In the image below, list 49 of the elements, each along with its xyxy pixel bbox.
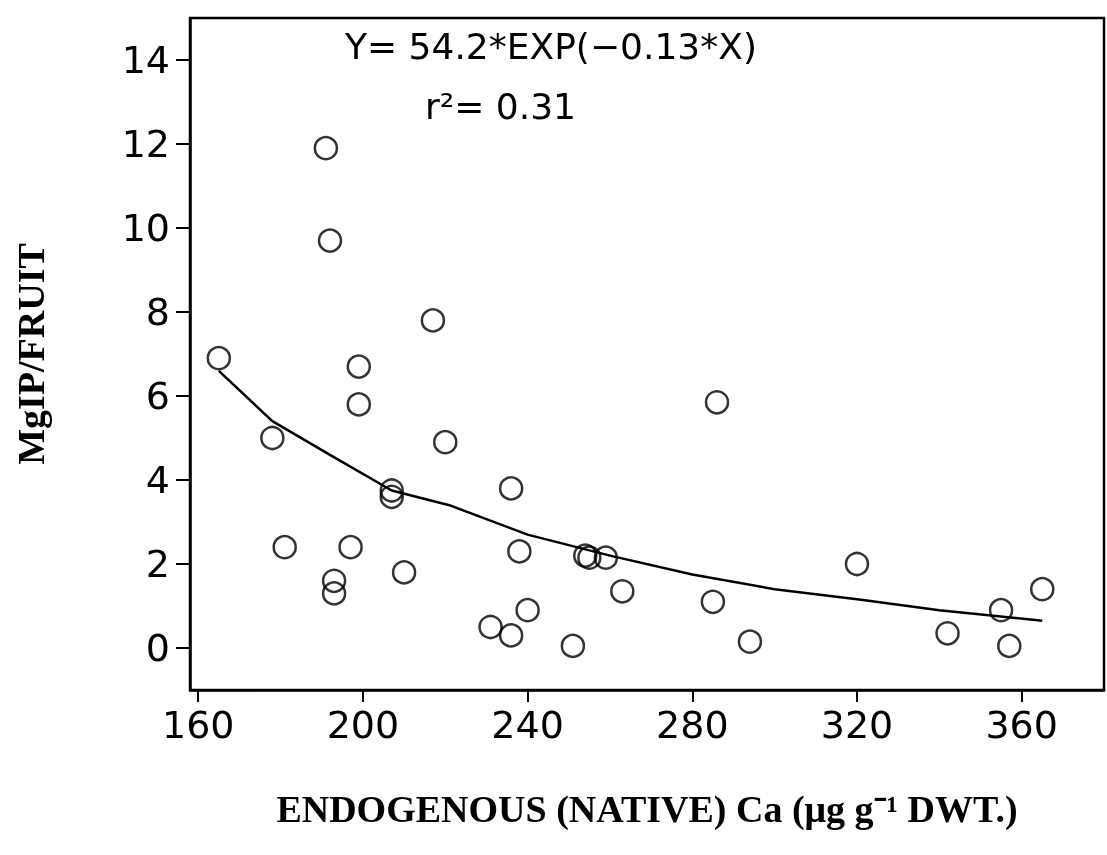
y-tick-label: 2 <box>145 542 170 586</box>
y-axis-title: MgIP/FRUIT <box>10 243 52 465</box>
point <box>346 354 372 379</box>
point <box>478 614 503 640</box>
point <box>346 392 372 417</box>
point <box>272 534 297 560</box>
point <box>700 589 726 615</box>
y-tick-label: 10 <box>121 206 170 250</box>
point <box>321 581 347 606</box>
point <box>379 478 404 503</box>
point <box>313 135 339 161</box>
annotation: r²= 0.31 <box>425 85 576 127</box>
x-tick-label: 200 <box>326 703 400 747</box>
point <box>391 560 417 585</box>
point <box>317 228 343 253</box>
point <box>1030 576 1055 602</box>
point <box>988 597 1014 623</box>
y-tick-label: 4 <box>145 458 170 502</box>
point <box>515 597 540 623</box>
point <box>560 633 586 659</box>
y-tick-label: 8 <box>145 290 170 334</box>
x-axis-title: ENDOGENOUS (NATIVE) Ca (μg g⁻¹ DWT.) <box>276 788 1018 831</box>
point <box>507 539 532 564</box>
x-tick-label: 160 <box>161 703 235 747</box>
point <box>433 429 458 455</box>
y-tick-label: 12 <box>121 122 170 166</box>
point <box>420 308 446 333</box>
point <box>206 345 232 371</box>
point <box>997 633 1022 659</box>
x-tick-label: 280 <box>656 703 729 747</box>
point <box>498 476 524 501</box>
point <box>704 390 730 415</box>
point <box>321 568 347 594</box>
point <box>260 425 285 451</box>
point <box>338 534 363 560</box>
x-tick-label: 320 <box>820 703 894 747</box>
y-tick-label: 0 <box>145 626 170 670</box>
point <box>935 621 960 646</box>
point <box>737 629 763 654</box>
y-tick-label: 6 <box>145 374 170 418</box>
point <box>593 545 619 570</box>
annotation: Y= 54.2*EXP(−0.13*X) <box>344 25 757 67</box>
y-tick-label: 14 <box>121 38 170 82</box>
point <box>610 579 635 604</box>
point <box>844 551 870 577</box>
x-tick-label: 360 <box>985 703 1058 747</box>
x-tick-label: 240 <box>491 703 564 747</box>
point <box>379 484 404 510</box>
point <box>498 623 524 648</box>
